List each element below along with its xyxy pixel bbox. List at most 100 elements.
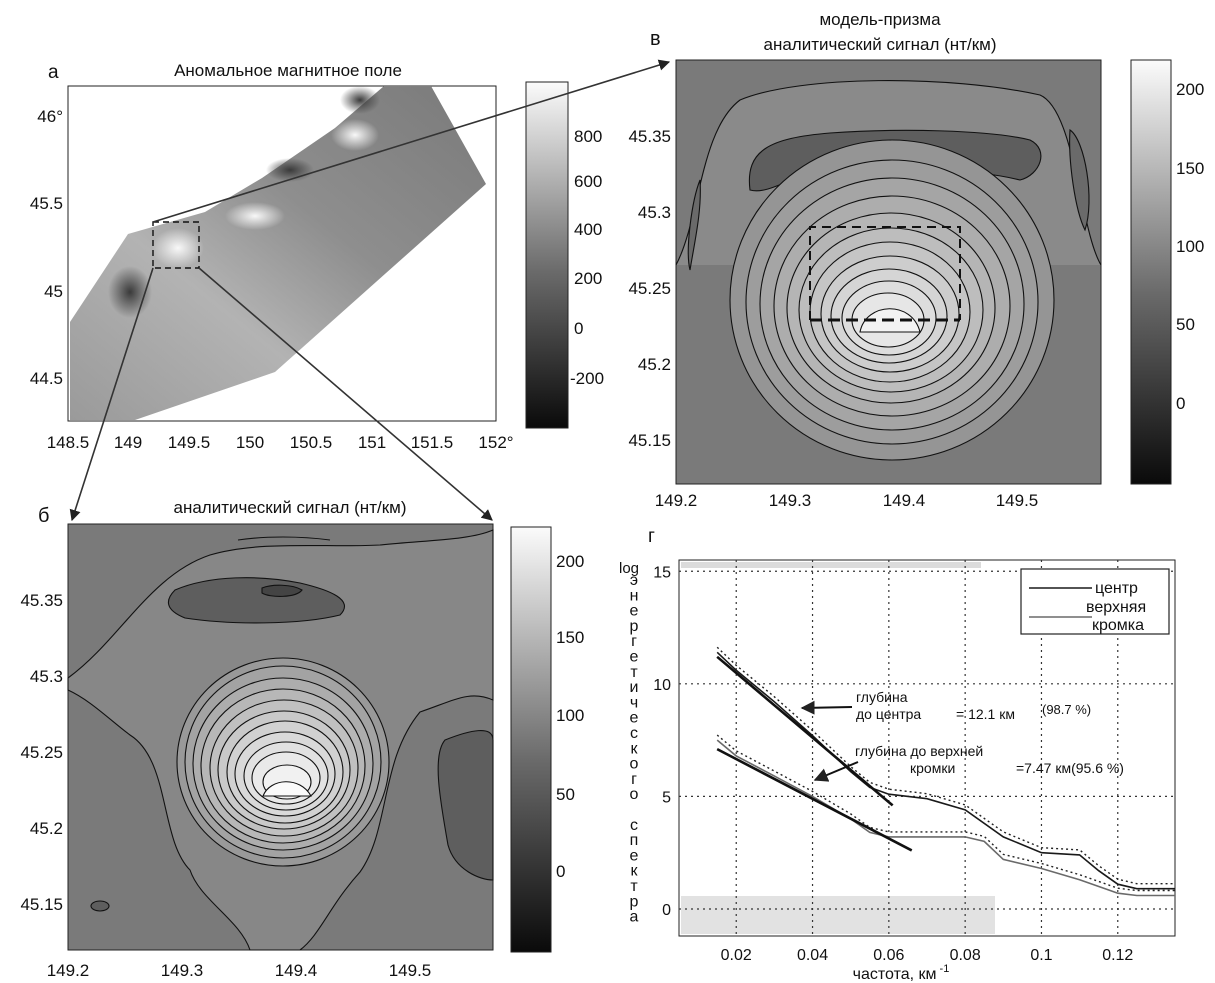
legend-label-center: центр <box>1095 580 1138 597</box>
annotation-top-line2: кромки <box>910 760 955 776</box>
y-tick: 44.5 <box>30 369 63 388</box>
y-label-letter: с <box>630 725 638 742</box>
x-tick: 151.5 <box>411 433 454 452</box>
panel-b-y-ticks: 45.35 45.3 45.25 45.2 45.15 <box>20 591 63 914</box>
colorbar-tick: 600 <box>574 172 602 191</box>
x-tick-label: 0.12 <box>1102 947 1133 964</box>
legend-label-top-line2: кромка <box>1092 617 1144 634</box>
legend-label-top-line1: верхняя <box>1086 599 1146 616</box>
x-tick: 149.5 <box>996 491 1039 510</box>
y-tick-label: 5 <box>662 789 671 806</box>
arrow-to-panel-b-right <box>198 267 493 521</box>
panel-b-title: аналитический сигнал (нт/км) <box>174 498 407 517</box>
arrow-to-panel-v <box>152 59 671 223</box>
legend-box <box>1020 568 1170 635</box>
x-tick: 152° <box>478 433 513 452</box>
y-tick: 45.2 <box>30 819 63 838</box>
y-label-letter: о <box>630 756 639 773</box>
panel-a-colorbar-ticks: 800 600 400 200 0 -200 <box>570 127 604 388</box>
panel-v-title-line2: аналитический сигнал (нт/км) <box>764 35 997 54</box>
annotation-center-line1: глубина <box>856 689 908 705</box>
y-label-letter: е <box>630 847 639 864</box>
y-label-letter: р <box>630 893 639 910</box>
panel-b-x-ticks: 149.2 149.3 149.4 149.5 <box>47 961 432 980</box>
y-tick: 45.15 <box>20 895 63 914</box>
regression-line <box>716 747 913 852</box>
colorbar-tick: 200 <box>556 552 584 571</box>
annotation-center-line2: до центра <box>856 706 921 722</box>
x-tick-label: 0.1 <box>1030 947 1052 964</box>
panel-g-top-band <box>681 562 981 568</box>
y-label-letter: т <box>630 664 638 681</box>
y-tick: 45.25 <box>20 743 63 762</box>
annotation-arrow-center <box>800 700 853 715</box>
y-label-letter: и <box>630 679 639 696</box>
panel-g-y-ticks: 0 5 10 15 <box>653 564 671 919</box>
panel-g-letter: г <box>648 526 655 547</box>
panel-b-letter: б <box>38 505 49 527</box>
panel-v-colorbar <box>1130 59 1172 485</box>
y-tick-label: 15 <box>653 564 671 581</box>
y-tick: 45.5 <box>30 194 63 213</box>
colorbar-tick: 800 <box>574 127 602 146</box>
x-tick: 149.4 <box>883 491 926 510</box>
panel-g-spectrum-chart: г 0.02 0.04 0.06 0.08 0.1 0.12 0 5 10 15 глубина… <box>619 526 1176 983</box>
panel-g-legend: центр верхняя кромка <box>1020 568 1170 635</box>
y-tick: 45.35 <box>628 127 671 146</box>
y-tick: 45.3 <box>30 667 63 686</box>
y-label-letter: э <box>630 572 638 589</box>
colorbar-tick: 50 <box>1176 315 1195 334</box>
panel-v-colorbar-ticks: 200 150 100 50 0 <box>1176 80 1204 413</box>
x-tick: 149.2 <box>47 961 90 980</box>
y-label-letter: п <box>630 832 639 849</box>
panel-a-survey-swath <box>70 86 486 420</box>
x-tick-label: 0.04 <box>797 947 828 964</box>
panel-g-x-label: частота, км -1 <box>853 963 950 983</box>
regression-line <box>716 655 894 807</box>
y-tick: 45.25 <box>628 279 671 298</box>
colorbar-tick: 50 <box>556 785 575 804</box>
annotation-center-pct: (98.7 %) <box>1042 702 1091 717</box>
panel-b-anomaly-rings <box>176 657 390 867</box>
x-tick: 149 <box>114 433 142 452</box>
panel-b: б аналитический сигнал (нт/км) 149 <box>20 498 584 980</box>
annotation-top-line1: глубина до верхней <box>855 743 983 759</box>
panel-g-bottom-band <box>681 896 995 934</box>
y-label-letter: т <box>630 878 638 895</box>
x-tick-label: 0.08 <box>950 947 981 964</box>
panel-g-grid <box>679 560 1175 936</box>
y-label-letter: ч <box>630 694 638 711</box>
x-tick: 149.5 <box>168 433 211 452</box>
panel-a-y-ticks: 46° 45.5 45 44.5 <box>30 107 63 388</box>
panel-v-letter: в <box>650 28 661 50</box>
panel-g-series <box>716 646 1175 897</box>
y-label-letter: р <box>630 618 639 635</box>
panel-a: а Аномальное магнитное поле 148.5 149 14… <box>30 61 604 452</box>
y-label-letter: е <box>630 603 639 620</box>
colorbar-tick: 200 <box>1176 80 1204 99</box>
panel-a-selection-box <box>152 221 200 269</box>
y-label-letter: к <box>631 740 639 757</box>
panel-g-annotations: глубина до центра = 12.1 км (98.7 %) глу… <box>800 689 1124 782</box>
panel-v-prism-outline <box>809 226 961 320</box>
panel-a-colorbar <box>525 81 569 429</box>
y-label-letter: е <box>630 710 639 727</box>
series-line <box>716 739 1175 897</box>
x-tick: 149.3 <box>161 961 204 980</box>
panel-b-colorbar <box>510 526 552 953</box>
x-tick: 149.5 <box>389 961 432 980</box>
colorbar-tick: 0 <box>556 862 565 881</box>
colorbar-tick: 100 <box>1176 237 1204 256</box>
x-tick-label: 0.06 <box>873 947 904 964</box>
y-label-letter: с <box>630 817 638 834</box>
y-tick: 45.35 <box>20 591 63 610</box>
y-tick: 45 <box>44 282 63 301</box>
x-tick: 149.3 <box>769 491 812 510</box>
y-label-letter: г <box>631 771 637 788</box>
colorbar-tick: 150 <box>556 628 584 647</box>
panel-b-colorbar-ticks: 200 150 100 50 0 <box>556 552 584 881</box>
panel-a-x-ticks: 148.5 149 149.5 150 150.5 151 151.5 152° <box>47 433 514 452</box>
panel-g-y-label-prefix: log <box>619 560 639 577</box>
